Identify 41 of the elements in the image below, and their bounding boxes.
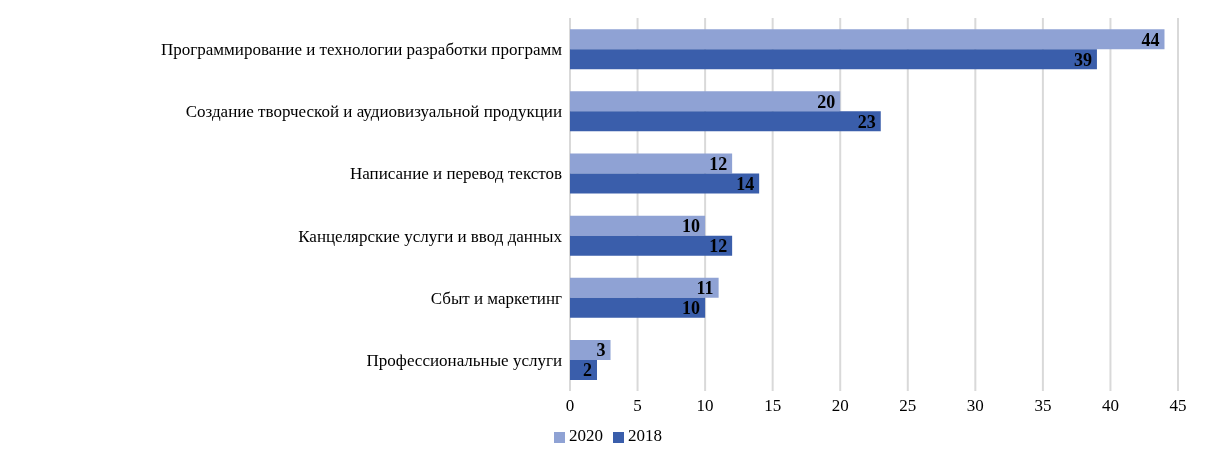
y-tick-label: Написание и перевод текстов [349, 164, 562, 184]
legend-label: 2020 [569, 426, 603, 445]
x-tick-label: 10 [696, 396, 714, 416]
x-tick-label: 40 [1101, 396, 1119, 416]
data-label: 12 [709, 153, 728, 174]
x-tick-label: 25 [899, 396, 917, 416]
bar [570, 173, 760, 194]
bar [570, 91, 841, 112]
bar [570, 111, 881, 132]
bar [570, 340, 611, 361]
x-tick-label: 30 [966, 396, 984, 416]
bar [570, 153, 733, 174]
x-tick-label: 15 [764, 396, 782, 416]
bar [570, 29, 1165, 50]
data-label: 11 [696, 278, 714, 299]
data-label: 44 [1141, 29, 1160, 50]
data-label: 3 [596, 340, 606, 361]
x-tick-label: 45 [1169, 396, 1187, 416]
data-label: 12 [709, 236, 728, 257]
data-label: 2 [583, 360, 593, 381]
bar [570, 297, 706, 318]
data-label: 39 [1073, 49, 1092, 70]
x-tick-label: 35 [1034, 396, 1052, 416]
data-label: 20 [817, 91, 836, 112]
y-tick-label: Сбыт и маркетинг [430, 288, 563, 308]
y-tick-label: Профессиональные услуги [366, 350, 562, 370]
bar [570, 215, 706, 236]
x-tick-label: 5 [633, 396, 642, 416]
x-tick-label: 20 [831, 396, 849, 416]
bar [570, 49, 1097, 70]
data-label: 14 [736, 173, 755, 194]
y-tick-label: Создание творческой и аудиовизуальной продукции [185, 102, 562, 122]
bar [570, 277, 719, 298]
bar [570, 235, 733, 256]
y-tick-label: Программирование и технологии разработки программ [160, 40, 563, 60]
data-label: 23 [857, 111, 876, 132]
y-tick-label: Канцелярские услуги и ввод данных [298, 226, 563, 246]
data-label: 10 [682, 298, 701, 319]
data-label: 10 [682, 216, 701, 237]
x-tick-label: 0 [565, 396, 575, 416]
legend-label: 2018 [628, 426, 662, 445]
